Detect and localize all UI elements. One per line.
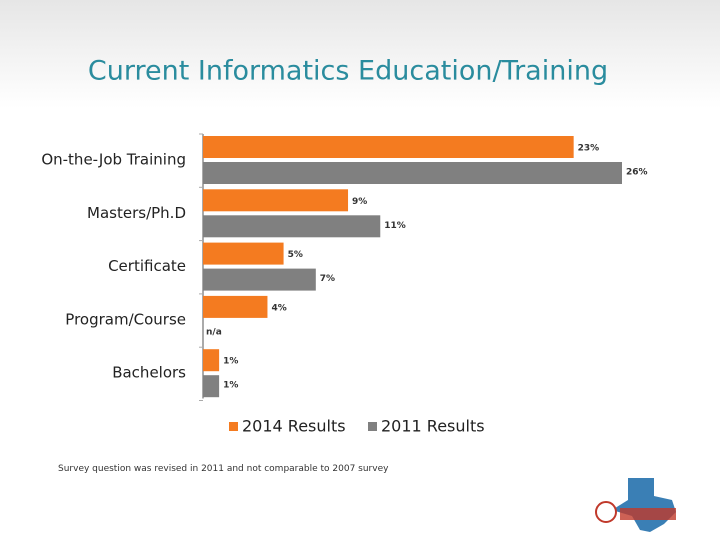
bar (203, 215, 381, 238)
bar (203, 295, 268, 318)
category-label: Masters/Ph.D (87, 204, 186, 222)
value-label: 5% (288, 250, 303, 260)
logo-band (620, 508, 676, 520)
bar (203, 189, 349, 212)
bar (203, 375, 220, 398)
value-label: 26% (626, 168, 648, 178)
category-label: Bachelors (112, 364, 186, 382)
value-label: 1% (223, 357, 238, 367)
logo (595, 478, 676, 532)
bar (203, 162, 622, 184)
legend-label: 2014 Results (242, 417, 346, 436)
value-label: 7% (320, 274, 335, 284)
bar (203, 349, 220, 372)
value-label: 1% (223, 381, 238, 391)
bar (203, 268, 316, 291)
value-label: 4% (271, 303, 286, 313)
bar (203, 136, 574, 158)
chart-title: Current Informatics Education/Training (88, 56, 608, 87)
logo-seal (595, 501, 617, 523)
footnote: Survey question was revised in 2011 and … (58, 464, 389, 474)
category-label: On-the-Job Training (41, 151, 186, 169)
category-label: Program/Course (65, 310, 186, 328)
footnote-text: Survey question was revised in 2011 and … (58, 464, 389, 474)
value-label: 23% (578, 144, 600, 154)
legend-swatch (368, 422, 377, 431)
value-label: 9% (352, 197, 367, 207)
value-label: n/a (206, 327, 222, 337)
bar (203, 242, 284, 265)
legend-label: 2011 Results (381, 417, 485, 436)
value-label: 11% (384, 221, 406, 231)
legend-swatch (229, 422, 238, 431)
category-label: Certificate (108, 257, 186, 275)
